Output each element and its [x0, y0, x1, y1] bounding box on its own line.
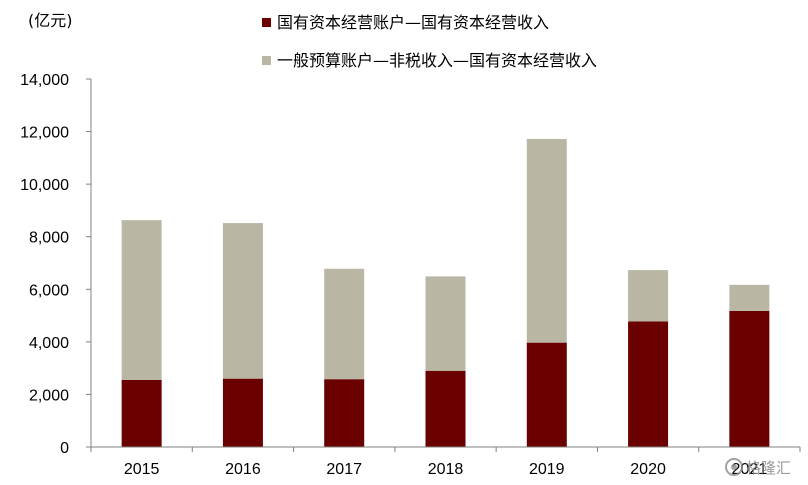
bars — [121, 138, 770, 447]
y-tick-label: 14,000 — [20, 72, 69, 89]
bar-series-1-2015 — [121, 379, 162, 447]
bar-series-2-2016 — [222, 223, 263, 379]
bar-series-2-2020 — [628, 270, 669, 322]
bar-series-2-2019 — [526, 138, 567, 343]
y-tick-label: 2,000 — [29, 387, 69, 404]
watermark-logo-icon — [725, 458, 743, 476]
x-tick-label: 2017 — [326, 461, 362, 478]
legend-label-series-1: 国有资本经营账户—国有资本经营收入 — [277, 13, 549, 32]
bar-series-1-2020 — [628, 321, 669, 447]
y-axis-unit-label: (亿元) — [28, 11, 73, 30]
bar-series-1-2018 — [425, 370, 466, 447]
y-axis: 0 2,000 4,000 6,000 8,000 10,000 12,000 14,000 — [20, 72, 92, 457]
x-axis: 2015 2016 2017 2018 2019 2020 2021 — [90, 446, 801, 478]
bar-series-1-2016 — [222, 378, 263, 447]
bar-series-2-2021 — [729, 284, 770, 311]
y-tick-label: 12,000 — [20, 125, 69, 142]
bar-series-1-2017 — [324, 379, 365, 447]
bar-series-2-2015 — [121, 220, 162, 380]
bar-series-1-2021 — [729, 310, 770, 447]
x-tick-label: 2020 — [630, 461, 666, 478]
bar-series-2-2017 — [324, 268, 365, 380]
legend-swatch-series-2 — [262, 56, 271, 65]
x-tick-label: 2018 — [428, 461, 464, 478]
legend: 国有资本经营账户—国有资本经营收入 一般预算账户—非税收入—国有资本经营收入 — [262, 13, 597, 70]
y-tick-label: 10,000 — [20, 177, 69, 194]
bar-series-1-2019 — [526, 342, 567, 447]
x-tick-label: 2016 — [225, 461, 261, 478]
y-tick-label: 6,000 — [29, 282, 69, 299]
y-tick-label: 0 — [60, 440, 69, 457]
x-tick-label: 2015 — [124, 461, 160, 478]
legend-swatch-series-1 — [262, 18, 271, 27]
bar-series-2-2018 — [425, 276, 466, 371]
x-tick-label: 2021 — [732, 461, 768, 478]
watermark: 格隆汇 — [725, 458, 791, 477]
x-tick-label: 2019 — [529, 461, 565, 478]
y-tick-label: 8,000 — [29, 230, 69, 247]
watermark-text: 格隆汇 — [746, 459, 791, 477]
y-tick-label: 4,000 — [29, 335, 69, 352]
legend-label-series-2: 一般预算账户—非税收入—国有资本经营收入 — [277, 51, 597, 70]
